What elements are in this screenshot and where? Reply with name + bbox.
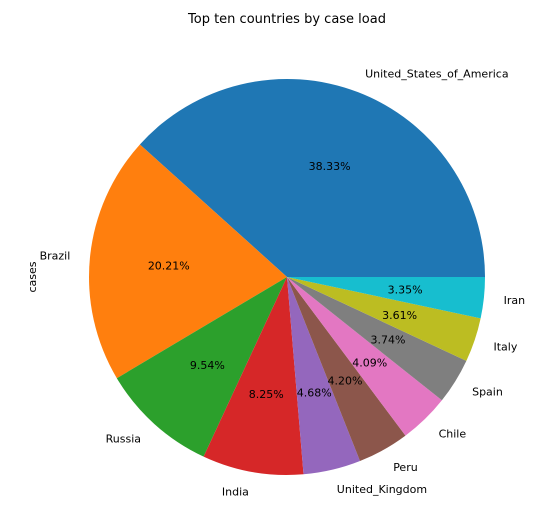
- pie-slice-3: [203, 277, 304, 476]
- pie-slice-2: [116, 277, 287, 457]
- pie-slice-4: [287, 277, 360, 475]
- pie-slice-7: [287, 277, 467, 401]
- pie-slice-6: [287, 277, 442, 436]
- pie-slice-5: [287, 277, 406, 462]
- pie-pct-label-0: 38.33%: [309, 160, 351, 173]
- pie-pct-label-3: 8.25%: [249, 388, 284, 401]
- y-axis-label: cases: [26, 261, 39, 292]
- pie-category-label-3: India: [222, 486, 249, 499]
- pie-slice-0: [139, 79, 485, 278]
- pie-category-label-5: Peru: [393, 461, 418, 474]
- pie-pct-label-2: 9.54%: [190, 359, 225, 372]
- pie-slice-1: [89, 144, 287, 379]
- pie-slices: [89, 79, 485, 476]
- pie-pct-label-6: 4.09%: [352, 356, 387, 369]
- pie-category-label-0: United_States_of_America: [365, 68, 508, 81]
- pie-pct-label-7: 3.74%: [371, 334, 406, 347]
- pie-pct-label-5: 4.20%: [328, 375, 363, 388]
- pie-category-label-4: United_Kingdom: [337, 483, 427, 496]
- pie-pct-label-9: 3.35%: [388, 284, 423, 297]
- pie-pct-label-8: 3.61%: [382, 309, 417, 322]
- pie-category-label-1: Brazil: [40, 250, 71, 263]
- pie-labels: 38.33% United_States_of_America 20.21% Braz…: [40, 68, 526, 499]
- chart-title: Top ten countries by case load: [187, 12, 386, 27]
- pie-category-label-2: Russia: [106, 433, 141, 446]
- pie-pct-label-1: 20.21%: [148, 259, 190, 272]
- pie-slice-9: [287, 277, 485, 319]
- pie-category-label-6: Chile: [439, 427, 467, 440]
- pie-category-label-9: Iran: [504, 294, 526, 307]
- pie-slice-8: [287, 277, 481, 361]
- pie-pct-label-4: 4.68%: [297, 387, 332, 400]
- pie-category-label-7: Spain: [472, 386, 503, 399]
- pie-category-label-8: Italy: [494, 340, 518, 353]
